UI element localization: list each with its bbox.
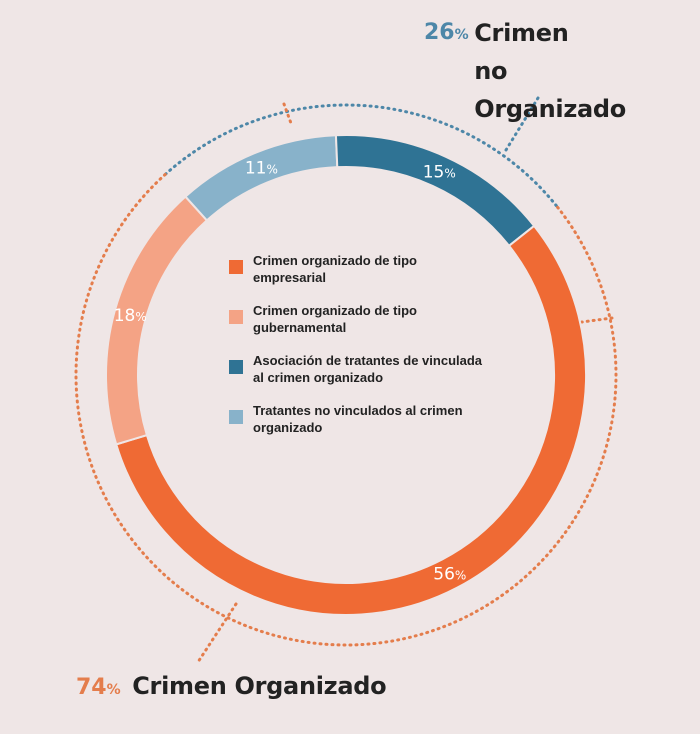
leader-line-organizado (196, 602, 238, 664)
legend-swatch (229, 410, 243, 424)
segment-gubernamental-label: 18% (114, 306, 147, 326)
legend-label: Asociación de tratantes de vinculada al … (253, 353, 483, 385)
group-dotted-ring (74, 96, 618, 664)
group-label-organizado: 74% Crimen Organizado (76, 672, 387, 700)
legend-swatch (229, 360, 243, 374)
leader-line-no-organizado (504, 96, 540, 152)
group-percent-value: 26 (424, 20, 455, 45)
segment-asociacion (334, 134, 536, 248)
legend-item-gubernamental: Crimen organizado de tipo gubernamental (229, 302, 489, 336)
segment-empresarial (114, 224, 587, 617)
segment-asociacion-label: 15% (423, 162, 456, 182)
legend-swatch (229, 260, 243, 274)
group-percent-sign: % (454, 27, 469, 43)
legend-item-no-vinculados: Tratantes no vinculados al crimen organi… (229, 402, 489, 436)
legend-label: Tratantes no vinculados al crimen organi… (253, 403, 463, 435)
group-percent-sign: % (106, 682, 121, 698)
dotted-arc-no-organizado (163, 103, 560, 209)
segment-no-vinculados-label: 11% (245, 159, 278, 179)
legend-item-asociacion: Asociación de tratantes de vinculada al … (229, 352, 489, 386)
legend-label: Crimen organizado de tipo gubernamental (253, 303, 417, 335)
group-percent-value: 74 (76, 675, 107, 700)
legend-item-empresarial: Crimen organizado de tipo empresarial (229, 252, 489, 286)
legend: Crimen organizado de tipo empresarial Cr… (229, 252, 489, 452)
group-name: Crimen no Organizado (474, 19, 626, 123)
divider-tick-right (580, 316, 614, 324)
group-label-no-organizado: 26% Crimen no Organizado (424, 14, 626, 128)
legend-swatch (229, 310, 243, 324)
legend-label: Crimen organizado de tipo empresarial (253, 253, 417, 285)
segment-gubernamental (105, 195, 209, 446)
divider-tick-left (282, 102, 294, 128)
dotted-arc-organizado (74, 172, 618, 647)
donut-segments (105, 134, 587, 617)
segment-labels: 11% 15% 56% 18% (114, 159, 467, 585)
segment-empresarial-label: 56% (433, 565, 466, 585)
group-name: Crimen Organizado (132, 672, 387, 700)
